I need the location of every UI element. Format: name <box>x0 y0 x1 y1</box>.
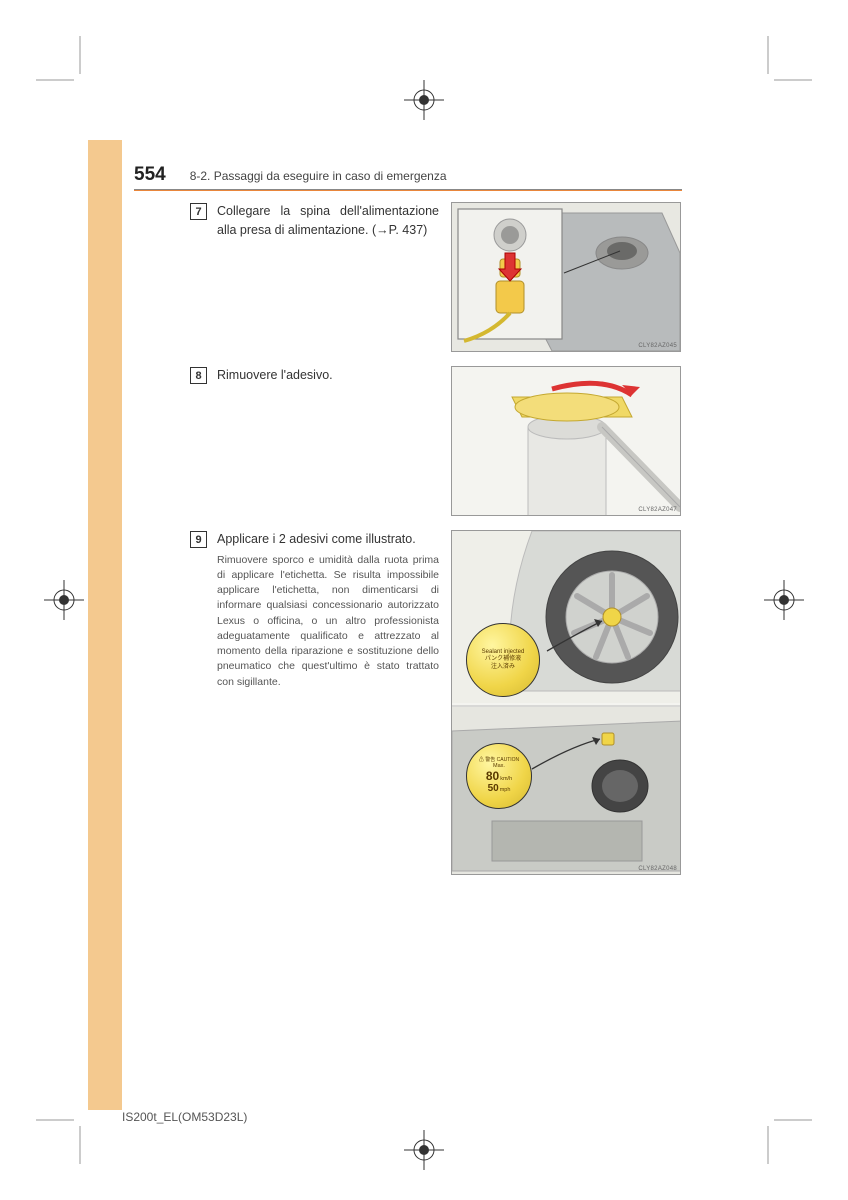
step-number-box: 7 <box>190 203 207 220</box>
crop-mark-br <box>752 1104 812 1164</box>
crop-mark-tr <box>752 36 812 96</box>
sticker-removal-illustration <box>452 367 681 516</box>
page-number: 554 <box>134 164 166 186</box>
sticker-line: 注入済み <box>491 664 515 671</box>
step-number: 9 <box>195 534 201 546</box>
image-code: CLY82AZ045 <box>638 343 677 349</box>
apply-stickers-illustration <box>452 531 681 875</box>
step-text: Applicare i 2 adesivi come illustrato. <box>217 530 439 549</box>
step-9: 9 Applicare i 2 adesivi come illustrato.… <box>190 530 684 875</box>
speed-caution-sticker: ⚠ 警告 CAUTION Max. 80 km/h 50 mph <box>466 743 532 809</box>
registration-mark-top <box>404 80 444 120</box>
mph-unit: mph <box>500 787 511 794</box>
plug-illustration <box>452 203 681 352</box>
sealant-sticker: Sealant injected パンク補修液 注入済み <box>466 623 540 697</box>
registration-mark-left <box>44 580 84 620</box>
step-illustration: Sealant injected パンク補修液 注入済み ⚠ 警告 CAUTIO… <box>451 530 681 875</box>
kmh-unit: km/h <box>500 776 512 783</box>
step-8: 8 Rimuovere l'adesivo. <box>190 366 684 516</box>
mph-value: 50 <box>488 783 499 795</box>
step-text: Collegare la spina dell'alimenta­zione a… <box>217 202 439 240</box>
step-number-box: 9 <box>190 531 207 548</box>
sticker-line: パンク補修液 <box>485 656 521 663</box>
page-header: 554 8-2. Passaggi da eseguire in caso di… <box>134 164 682 186</box>
image-code: CLY82AZ048 <box>638 866 677 872</box>
step-subtext: Rimuovere sporco e umidità dalla ruota p… <box>217 553 439 690</box>
registration-mark-right <box>764 580 804 620</box>
max-label: Max. <box>493 763 505 770</box>
section-title: 8-2. Passaggi da eseguire in caso di eme… <box>190 169 447 183</box>
side-tab <box>88 140 122 1110</box>
step-illustration: CLY82AZ047 <box>451 366 681 516</box>
kmh-value: 80 <box>486 769 499 783</box>
step-illustration: CLY82AZ045 <box>451 202 681 352</box>
document-code: IS200t_EL(OM53D23L) <box>122 1110 247 1124</box>
step-text: Rimuovere l'adesivo. <box>217 366 439 385</box>
crop-mark-tl <box>36 36 96 96</box>
step-7: 7 Collegare la spina dell'alimenta­zione… <box>190 202 684 352</box>
header-rule <box>134 189 682 191</box>
step-number-box: 8 <box>190 367 207 384</box>
image-code: CLY82AZ047 <box>638 507 677 513</box>
registration-mark-bottom <box>404 1130 444 1170</box>
step-number: 7 <box>195 206 201 218</box>
step-number: 8 <box>195 370 201 382</box>
crop-mark-bl <box>36 1104 96 1164</box>
content-area: 7 Collegare la spina dell'alimenta­zione… <box>190 202 684 889</box>
